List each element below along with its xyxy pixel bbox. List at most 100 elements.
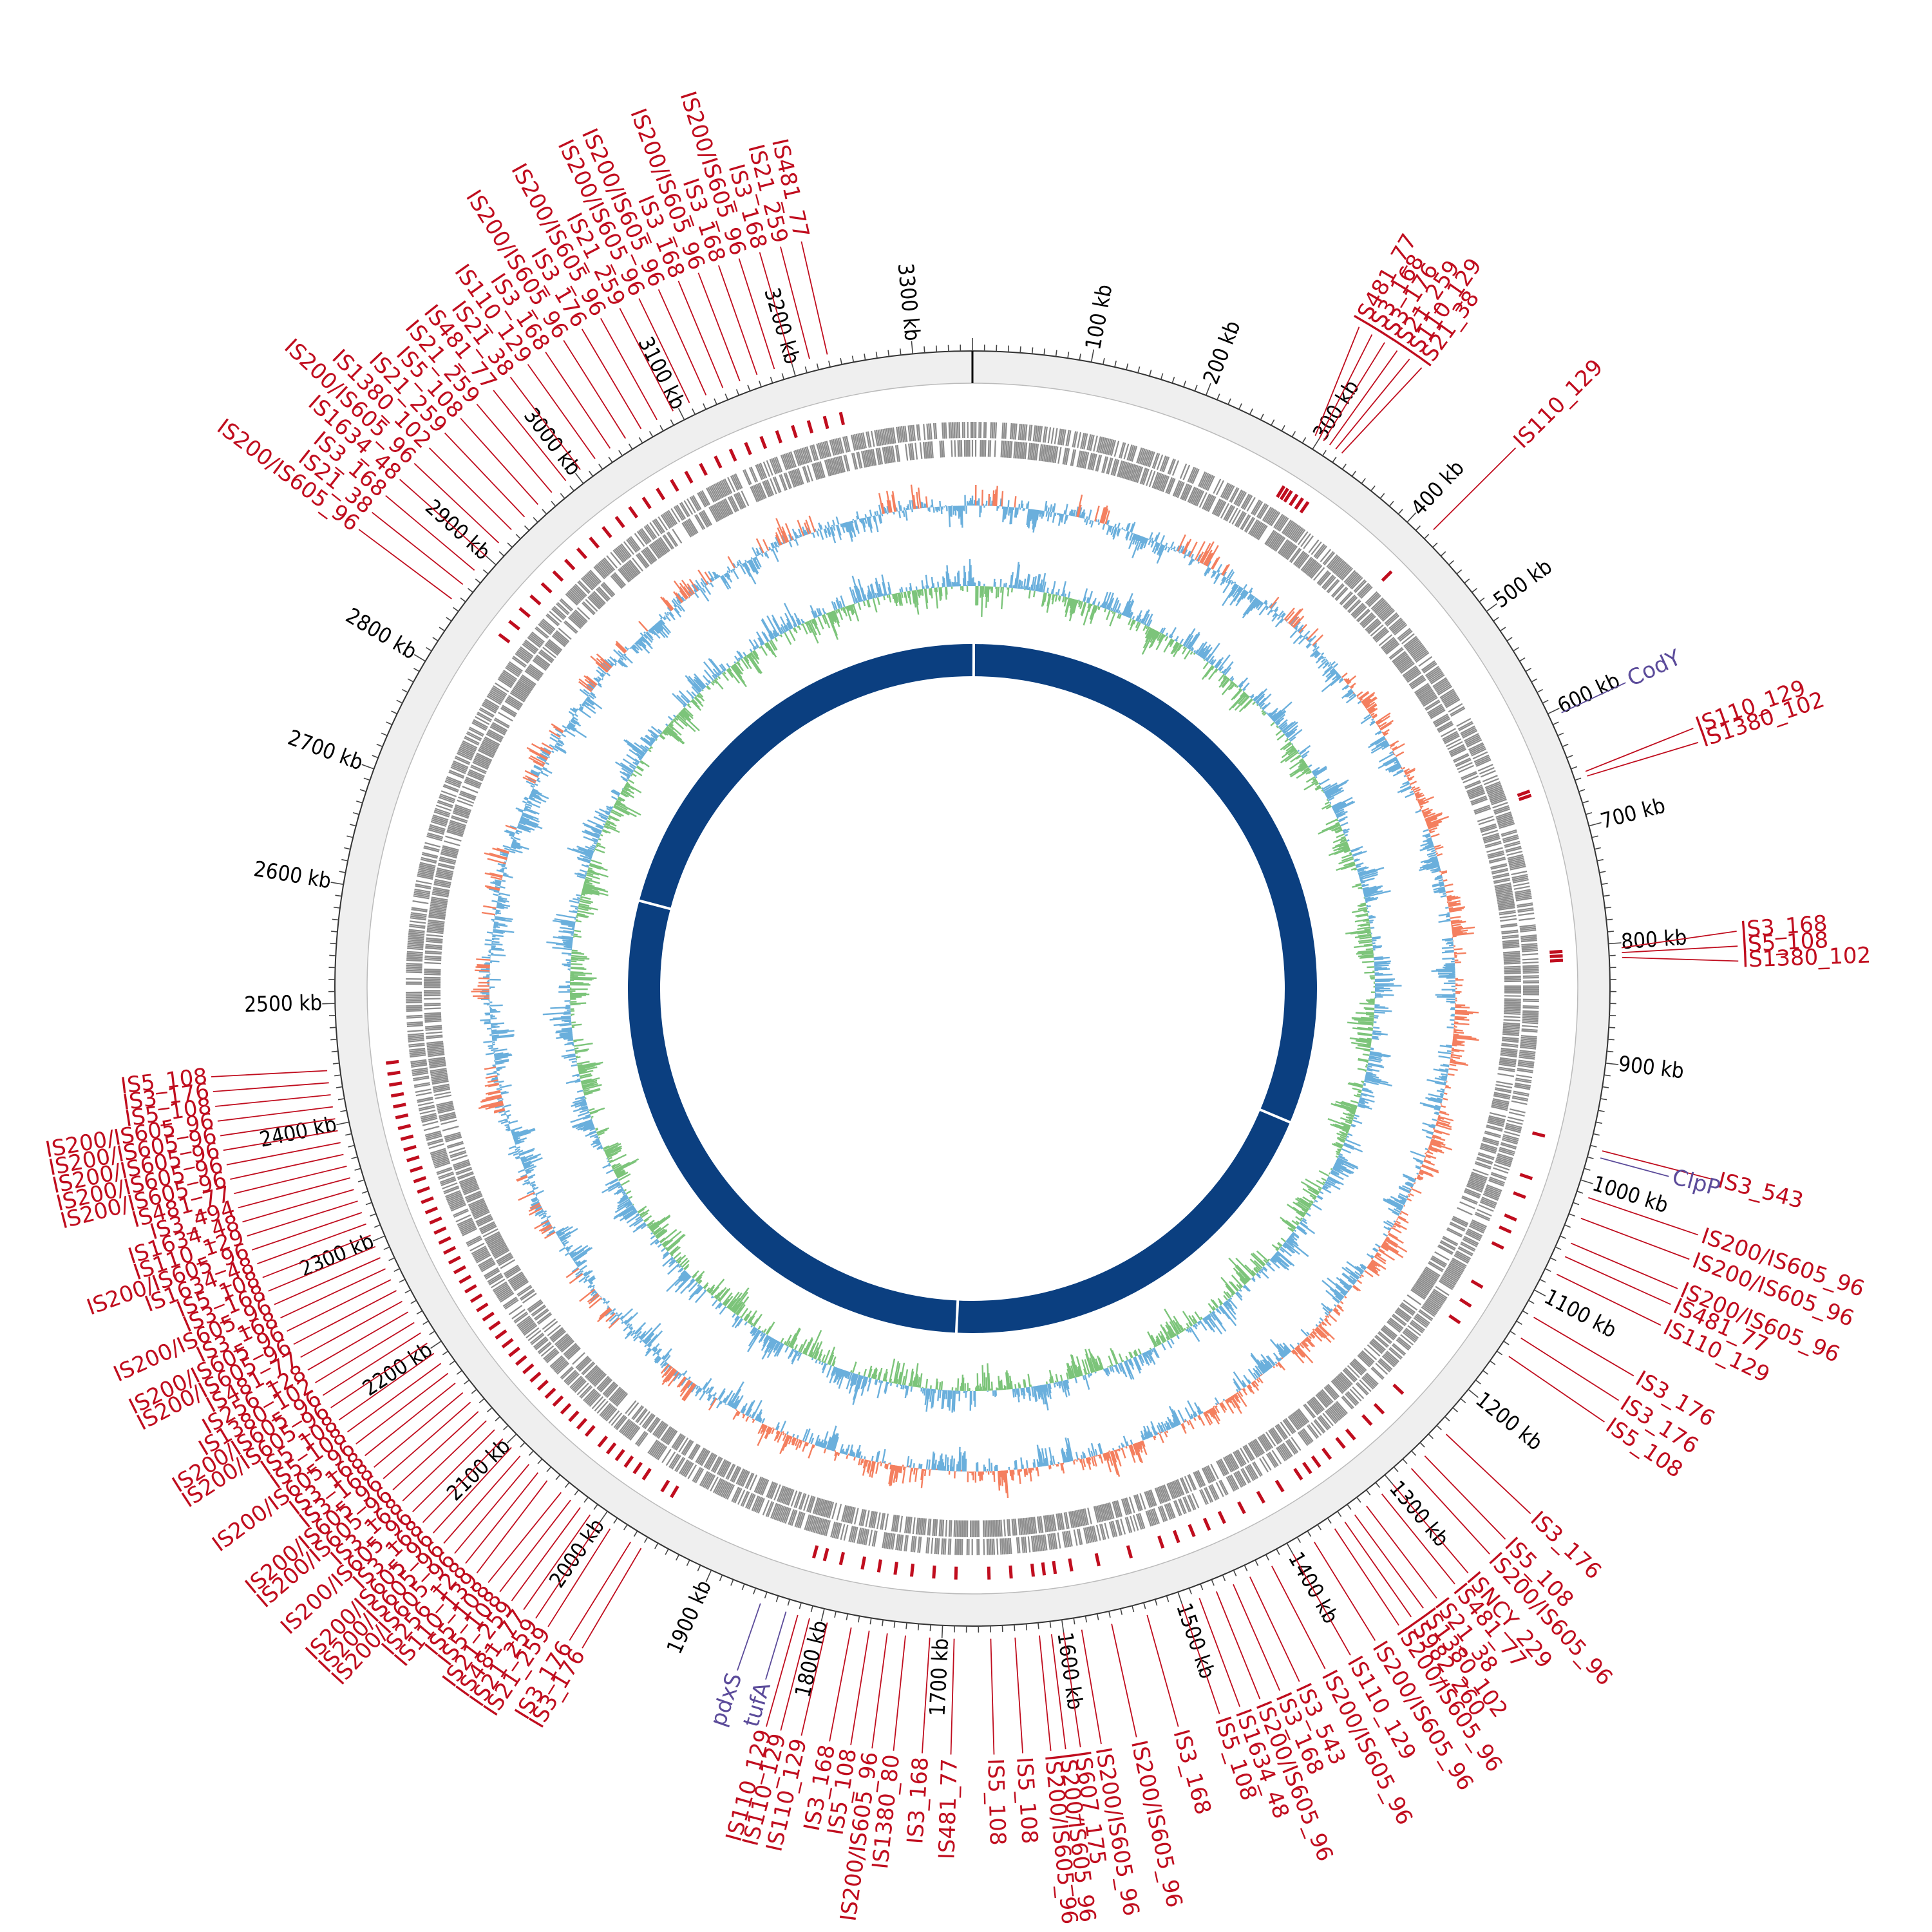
is-element-mark [838, 1551, 846, 1566]
is-element-mark [453, 1265, 466, 1274]
inner-ring-line [366, 383, 1578, 1595]
backbone-ring [335, 351, 1610, 1626]
scale-label: 2000 kb [544, 1514, 609, 1593]
is-element-mark [1256, 1490, 1265, 1504]
is-element-mark [1448, 1314, 1461, 1325]
is-element-leader [1424, 1455, 1506, 1540]
is-element-mark [605, 1442, 617, 1455]
scale-label: 2400 kb [258, 1112, 339, 1152]
is-element-mark [1499, 1225, 1512, 1234]
is-element-mark [1531, 1131, 1546, 1138]
is-element-mark [568, 1410, 580, 1423]
scale-label: 200 kb [1198, 317, 1245, 387]
is-element-leader [1381, 1493, 1455, 1585]
is-element-leader [287, 1279, 392, 1332]
is-element-leader [1271, 1566, 1326, 1669]
scale-label: 1900 kb [661, 1577, 716, 1658]
is-element-leader [238, 1177, 350, 1209]
gene-marker-leader [1561, 682, 1626, 714]
is-element-mark [469, 1293, 483, 1303]
is-element-mark [410, 1166, 423, 1173]
is-element-mark [544, 1387, 556, 1399]
is-element-leader [1050, 1634, 1066, 1750]
is-element-leader [346, 1363, 442, 1433]
is-element-leader [385, 495, 475, 571]
is-element-leader [893, 1635, 906, 1751]
is-element-leader [738, 258, 775, 370]
is-element-leader [402, 1420, 487, 1502]
is-element-leader [1621, 931, 1737, 949]
is-element-mark [1519, 1173, 1533, 1180]
is-element-mark [390, 1092, 404, 1098]
is-element-label: IS1380_102 [1741, 943, 1871, 973]
is-element-mark [1302, 1461, 1312, 1475]
is-element-leader [1233, 1584, 1281, 1691]
is-element-mark [1030, 1563, 1036, 1577]
is-element-mark [1361, 1414, 1373, 1426]
is-element-leader [850, 1631, 870, 1746]
is-element-leader [511, 1507, 581, 1602]
is-element-mark [656, 488, 666, 500]
is-element-mark [1470, 1279, 1484, 1289]
is-element-leader [268, 1245, 376, 1292]
is-element-mark [1299, 500, 1310, 514]
is-element-leader [262, 1235, 371, 1278]
is-element-mark [1009, 1565, 1013, 1579]
is-element-leader [315, 1321, 415, 1383]
scale-label: 1400 kb [1283, 1548, 1344, 1628]
is-element-leader [257, 1223, 366, 1265]
is-element-mark [1041, 1562, 1046, 1576]
is-element-leader [990, 1638, 995, 1755]
is-element-leader [1313, 1541, 1376, 1641]
is-element-label: IS3_543 [1716, 1168, 1806, 1214]
is-element-leader [1335, 358, 1410, 450]
is-element-leader [1392, 1484, 1469, 1574]
is-element-mark [811, 1545, 819, 1558]
is-element-mark [1513, 1191, 1526, 1199]
is-element-leader [1564, 1256, 1671, 1305]
is-element-leader [563, 339, 626, 439]
is-element-leader [1366, 1505, 1437, 1599]
is-element-leader [569, 1541, 632, 1641]
is-element-mark [403, 1144, 417, 1152]
is-element-mark [699, 462, 708, 476]
cds-reverse-track [423, 439, 1522, 1538]
is-element-leader [460, 417, 539, 505]
is-element-mark [395, 1113, 409, 1120]
is-element-leader [213, 1082, 329, 1092]
is-element-mark [400, 1134, 414, 1141]
is-element-mark [417, 1186, 430, 1194]
gc-content-track [478, 495, 1456, 1472]
is-element-leader [1014, 1637, 1023, 1754]
is-element-leader [1334, 1528, 1399, 1626]
scale-label: 2300 kb [296, 1228, 377, 1282]
is-element-leader [365, 1382, 456, 1457]
scale-label: 500 kb [1489, 554, 1557, 613]
is-element-leader [247, 1200, 358, 1237]
data-tracks [405, 421, 1540, 1556]
is-element-leader [1063, 1632, 1081, 1748]
is-element-mark [448, 1255, 461, 1265]
scale-label: 1200 kb [1471, 1387, 1548, 1455]
is-element-mark [1237, 1501, 1246, 1515]
is-element-leader [780, 246, 810, 359]
is-element-mark [488, 1320, 501, 1331]
is-element-label: IS5_108 [1741, 927, 1829, 958]
is-element-mark [623, 1455, 634, 1468]
is-element-mark [476, 1302, 489, 1312]
inner-ring-gap [954, 1300, 960, 1334]
is-element-mark [1321, 1447, 1332, 1460]
is-element-leader [1433, 447, 1517, 531]
is-element-mark [909, 1563, 915, 1577]
is-element-mark [438, 1236, 451, 1245]
is-element-mark [1274, 1479, 1285, 1493]
is-element-mark [522, 1363, 535, 1374]
is-element-mark [1289, 493, 1299, 506]
is-element-mark [564, 558, 576, 571]
inner-ring [628, 644, 1317, 1333]
is-element-leader [399, 478, 487, 557]
is-element-mark [424, 1206, 439, 1215]
is-element-leader [1314, 327, 1360, 437]
is-element-leader [230, 1153, 344, 1180]
is-element-leader [252, 1212, 363, 1251]
